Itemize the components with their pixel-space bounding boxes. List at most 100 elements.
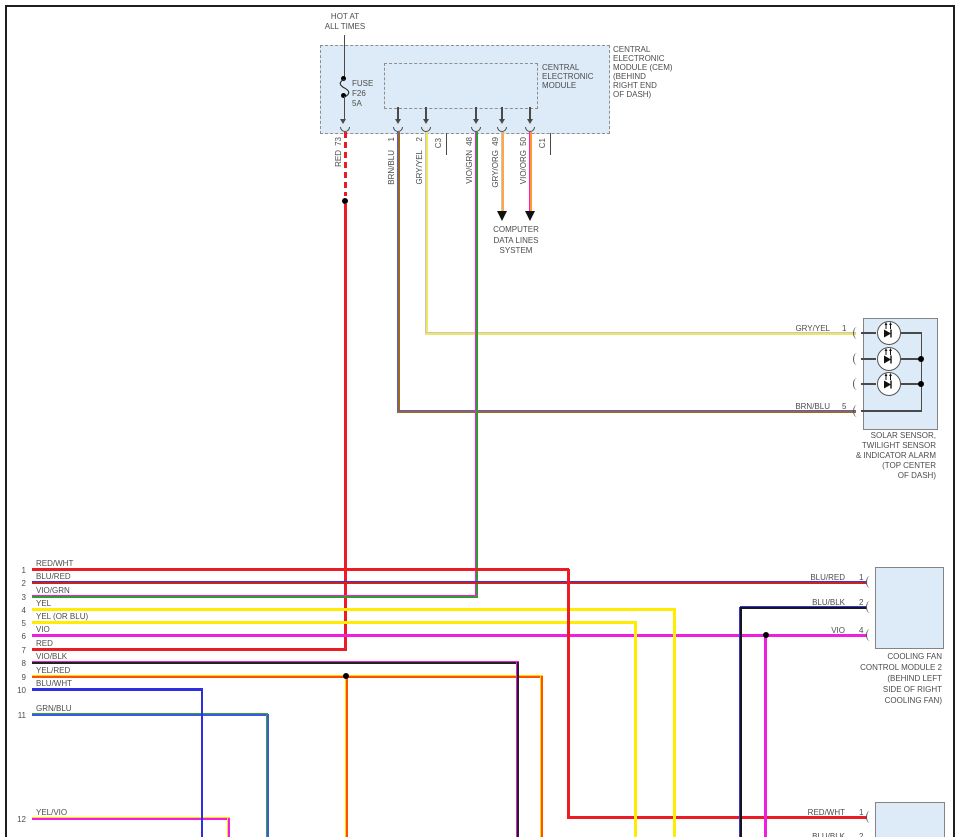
bottom-pin1-wire-label: RED/WHT xyxy=(807,808,845,817)
off-page-arrow-icon xyxy=(496,211,507,221)
left-pin-num: 6 xyxy=(21,632,26,641)
cem-inner-label-line2: ELECTRONIC xyxy=(542,72,594,81)
cem-connector-c1-label: C1 xyxy=(538,138,547,149)
left-wire-label: YEL/RED xyxy=(36,666,71,675)
cem-pin1-lead xyxy=(397,107,399,120)
computer-data-lines-line2: DATA LINES xyxy=(493,236,539,245)
cem-pin49-lead xyxy=(501,107,503,120)
fan-pin4-wire-label: VIO xyxy=(831,626,845,635)
left-wire-label: RED xyxy=(36,639,53,648)
cem-outer-label-line1: CENTRAL xyxy=(613,45,651,54)
solar-pin1-wire-label: GRY/YEL xyxy=(795,324,830,333)
wire-name-red: RED xyxy=(334,150,343,167)
left-wire-label: BLU/RED xyxy=(36,572,71,581)
solar-stub xyxy=(900,332,922,334)
wire-grnblu-row11 xyxy=(32,713,268,716)
cem-pin-num-48: 48 xyxy=(465,137,474,146)
connector-pin-icon xyxy=(866,601,874,613)
left-wire-label: VIO/BLK xyxy=(36,652,68,661)
wire-yelred-row9 xyxy=(32,675,543,678)
fan-caption-line3: (BEHIND LEFT xyxy=(887,674,942,683)
down-arrow-icon xyxy=(498,119,505,124)
wire-yelblu-row5 xyxy=(32,621,637,624)
solar-stub xyxy=(900,358,922,360)
connector-shell-icon xyxy=(524,127,535,132)
solar-bus xyxy=(920,333,922,411)
connector-pin-icon xyxy=(853,326,861,339)
solar-caption-line5: OF DASH) xyxy=(897,471,936,480)
left-pin-num: 9 xyxy=(21,673,26,682)
solar-stub xyxy=(861,410,922,412)
wire-vioblk-vertical xyxy=(515,662,519,837)
fuse-id: F26 xyxy=(352,89,366,98)
junction-dot xyxy=(918,381,924,387)
wire-gryorg-vertical xyxy=(500,132,504,211)
left-wire-label: RED/WHT xyxy=(36,559,74,568)
cem-outer-label-line4: (BEHIND xyxy=(613,72,646,81)
down-arrow-icon xyxy=(526,119,533,124)
solar-stub xyxy=(900,383,922,385)
left-pin-num: 5 xyxy=(21,619,26,628)
wire-gryyel-vertical xyxy=(424,132,428,335)
wire-name-vioorg: VIO/ORG xyxy=(519,150,528,185)
computer-data-lines-line1: COMPUTER xyxy=(493,225,539,234)
left-wire-label: VIO xyxy=(36,625,50,634)
down-arrow-icon xyxy=(422,119,429,124)
down-arrow-icon xyxy=(472,119,479,124)
cem-pin-num-2: 2 xyxy=(415,137,424,142)
wire-viogrn-row3 xyxy=(32,595,478,598)
led-sensor-icon xyxy=(877,321,901,345)
connector-shell-icon xyxy=(470,127,481,132)
wire-bluwht-row10 xyxy=(32,688,203,691)
wire-vioorg-vertical xyxy=(528,132,532,211)
wire-yel-vertical xyxy=(673,609,676,837)
cem-pin-num-49: 49 xyxy=(491,137,500,146)
left-wire-label: VIO/GRN xyxy=(36,586,70,595)
wire-vioblk-row8 xyxy=(32,661,519,664)
connector-shell-icon xyxy=(339,127,350,132)
wire-brnblu-horizontal xyxy=(396,410,856,413)
connector-divider-bar xyxy=(550,133,551,155)
fan-pin4-num: 4 xyxy=(859,626,864,635)
wire-grnblu-vertical xyxy=(265,714,269,837)
down-arrow-icon xyxy=(394,119,401,124)
connector-pin-icon xyxy=(866,629,874,641)
page-border-frame xyxy=(5,5,955,837)
solar-caption-line4: (TOP CENTER xyxy=(882,461,936,470)
fuse-output-lead xyxy=(343,96,345,121)
wire-red-row7 xyxy=(32,648,347,651)
fuse-name: FUSE xyxy=(352,79,374,88)
fan-caption-line5: COOLING FAN) xyxy=(884,696,942,705)
fan-pin1-wire-label: BLU/RED xyxy=(810,573,845,582)
left-pin-num: 12 xyxy=(17,815,26,824)
wire-redwht-vertical xyxy=(567,569,570,817)
connector-pin-icon xyxy=(853,404,861,417)
cooling-fan-module-box xyxy=(875,567,944,649)
left-wire-label: BLU/WHT xyxy=(36,679,72,688)
wire-red-vertical xyxy=(344,204,347,650)
solar-caption-line2: TWILIGHT SENSOR xyxy=(861,441,936,450)
wire-bluwht-vertical xyxy=(200,689,203,837)
power-feed-label-line2: ALL TIMES xyxy=(324,22,366,31)
bottom-pin2-wire-label: BLU/BLK xyxy=(812,831,845,837)
wire-yelblu-vertical xyxy=(634,622,637,837)
wire-redwht-to-module xyxy=(567,816,867,819)
solar-caption-line3: & INDICATOR ALARM xyxy=(855,451,936,460)
down-arrow-icon xyxy=(340,119,347,124)
connector-pin-icon xyxy=(853,377,861,390)
left-wire-label: YEL xyxy=(36,599,52,608)
wire-blublk-vertical xyxy=(738,607,742,837)
left-pin-num: 8 xyxy=(21,659,26,668)
left-pin-num: 10 xyxy=(17,686,26,695)
bottom-module-box xyxy=(875,802,945,837)
cem-inner-label-line3: MODULE xyxy=(542,81,577,90)
cem-inner-label-line1: CENTRAL xyxy=(542,63,580,72)
wire-name-gryorg: GRY/ORG xyxy=(491,150,500,188)
cem-pin2-lead xyxy=(425,107,427,120)
cem-outer-label-line2: ELECTRONIC xyxy=(613,54,665,63)
fuse-terminal-dot-top xyxy=(341,76,347,81)
solar-stub xyxy=(861,332,876,334)
led-sensor-icon xyxy=(877,347,901,371)
wire-yelvio-row12 xyxy=(32,817,230,820)
fan-pin1-num: 1 xyxy=(859,573,864,582)
